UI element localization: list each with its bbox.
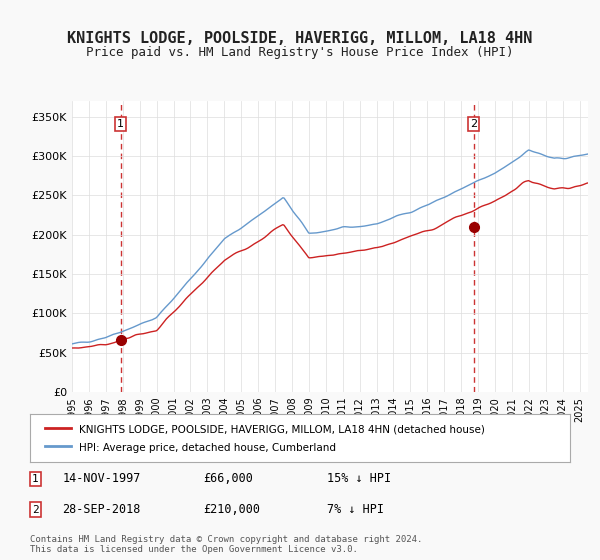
Text: Price paid vs. HM Land Registry's House Price Index (HPI): Price paid vs. HM Land Registry's House … (86, 46, 514, 59)
Text: 2: 2 (470, 119, 477, 129)
Text: Contains HM Land Registry data © Crown copyright and database right 2024.
This d: Contains HM Land Registry data © Crown c… (30, 535, 422, 554)
Text: 1: 1 (32, 474, 39, 484)
Text: 2: 2 (32, 505, 39, 515)
Legend: KNIGHTS LODGE, POOLSIDE, HAVERIGG, MILLOM, LA18 4HN (detached house), HPI: Avera: KNIGHTS LODGE, POOLSIDE, HAVERIGG, MILLO… (41, 419, 489, 458)
Text: 28-SEP-2018: 28-SEP-2018 (62, 503, 141, 516)
Text: 7% ↓ HPI: 7% ↓ HPI (327, 503, 384, 516)
Text: 14-NOV-1997: 14-NOV-1997 (62, 472, 141, 486)
Text: 15% ↓ HPI: 15% ↓ HPI (327, 472, 391, 486)
Text: £66,000: £66,000 (203, 472, 253, 486)
Text: £210,000: £210,000 (203, 503, 260, 516)
Text: KNIGHTS LODGE, POOLSIDE, HAVERIGG, MILLOM, LA18 4HN: KNIGHTS LODGE, POOLSIDE, HAVERIGG, MILLO… (67, 31, 533, 46)
Text: 1: 1 (117, 119, 124, 129)
